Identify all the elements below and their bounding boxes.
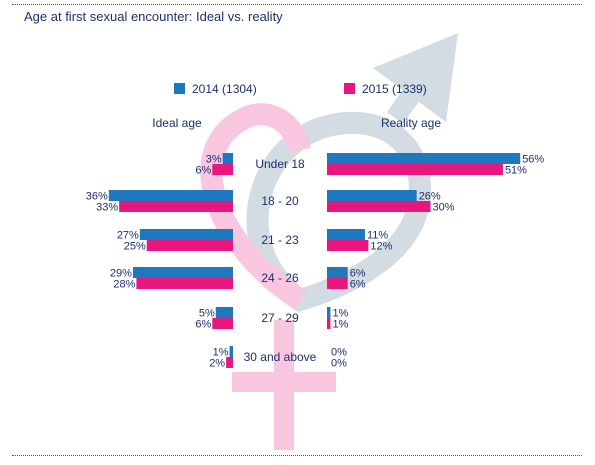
bar-reality-2015: [327, 201, 431, 212]
male-ring: [246, 111, 432, 313]
legend-swatch: [344, 83, 355, 94]
bar-reality-2014: [327, 229, 365, 240]
female-crossbar: [232, 372, 336, 392]
value-label-ideal-2015: 28%: [113, 279, 135, 291]
legend: 2014 (1304) 2015 (1339): [174, 82, 427, 96]
category-label: 18 - 20: [261, 194, 299, 208]
value-label-ideal-2014: 5%: [199, 308, 215, 320]
bar-ideal-2015: [146, 240, 233, 251]
value-label-ideal-2014: 29%: [110, 268, 132, 280]
bar-reality-2014: [327, 153, 521, 164]
male-symbol-icon: [246, 33, 458, 313]
value-label-reality-2014: 0%: [331, 347, 347, 359]
value-label-ideal-2015: 6%: [195, 165, 211, 177]
bar-reality-2014: [327, 267, 348, 278]
value-label-reality-2014: 56%: [522, 154, 544, 166]
value-label-ideal-2014: 36%: [86, 191, 108, 203]
bar-ideal-2015: [212, 164, 233, 175]
panel-label-reality: Reality age: [381, 116, 441, 130]
category-label: 21 - 23: [261, 233, 299, 247]
bar-ideal-2015: [212, 318, 233, 329]
category-label: 27 - 29: [261, 311, 299, 325]
value-label-ideal-2015: 33%: [96, 202, 118, 214]
bar-ideal-2014: [139, 229, 233, 240]
legend-label: 2014 (1304): [192, 82, 257, 96]
bar-reality-2015: [327, 164, 503, 175]
female-symbol-icon: [200, 103, 336, 450]
value-label-reality-2015: 12%: [370, 241, 392, 253]
category-label: Under 18: [255, 157, 305, 171]
chart-title: Age at first sexual encounter: Ideal vs.…: [24, 9, 283, 24]
value-label-reality-2015: 1%: [332, 319, 348, 331]
bar-ideal-2015: [226, 357, 233, 368]
bar-reality-2014: [327, 190, 417, 201]
value-label-reality-2014: 11%: [367, 230, 388, 242]
bar-reality-2015: [327, 318, 331, 329]
bar-reality-2015: [327, 278, 348, 289]
bar-ideal-2015: [136, 278, 233, 289]
bottom-divider: [12, 455, 582, 456]
category-label: 30 and above: [244, 350, 317, 364]
value-label-ideal-2015: 6%: [195, 319, 211, 331]
bar-reality-2014: [327, 307, 331, 318]
value-label-reality-2015: 30%: [433, 202, 455, 214]
bar-ideal-2015: [119, 201, 233, 212]
bar-ideal-2014: [132, 267, 233, 278]
value-label-reality-2015: 0%: [331, 358, 347, 370]
bar-ideal-2014: [108, 190, 233, 201]
panel-label-ideal: Ideal age: [152, 116, 202, 130]
value-label-ideal-2014: 27%: [117, 230, 139, 242]
top-divider: [12, 4, 582, 5]
value-label-reality-2014: 26%: [419, 191, 441, 203]
bar-ideal-2014: [229, 346, 233, 357]
bar-reality-2015: [327, 240, 369, 251]
legend-label: 2015 (1339): [362, 82, 427, 96]
value-label-reality-2015: 6%: [350, 279, 366, 291]
value-label-reality-2014: 1%: [332, 308, 348, 320]
value-label-ideal-2014: 3%: [206, 154, 222, 166]
female-ring: [200, 103, 311, 310]
value-label-reality-2014: 6%: [350, 268, 366, 280]
category-label: 24 - 26: [261, 271, 299, 285]
legend-swatch: [174, 83, 185, 94]
value-label-reality-2015: 51%: [505, 165, 527, 177]
value-label-ideal-2015: 25%: [124, 241, 146, 253]
bar-ideal-2014: [215, 307, 233, 318]
bar-ideal-2014: [222, 153, 233, 164]
male-arrowhead: [373, 33, 458, 122]
value-label-ideal-2014: 1%: [213, 347, 229, 359]
value-label-ideal-2015: 2%: [209, 358, 225, 370]
